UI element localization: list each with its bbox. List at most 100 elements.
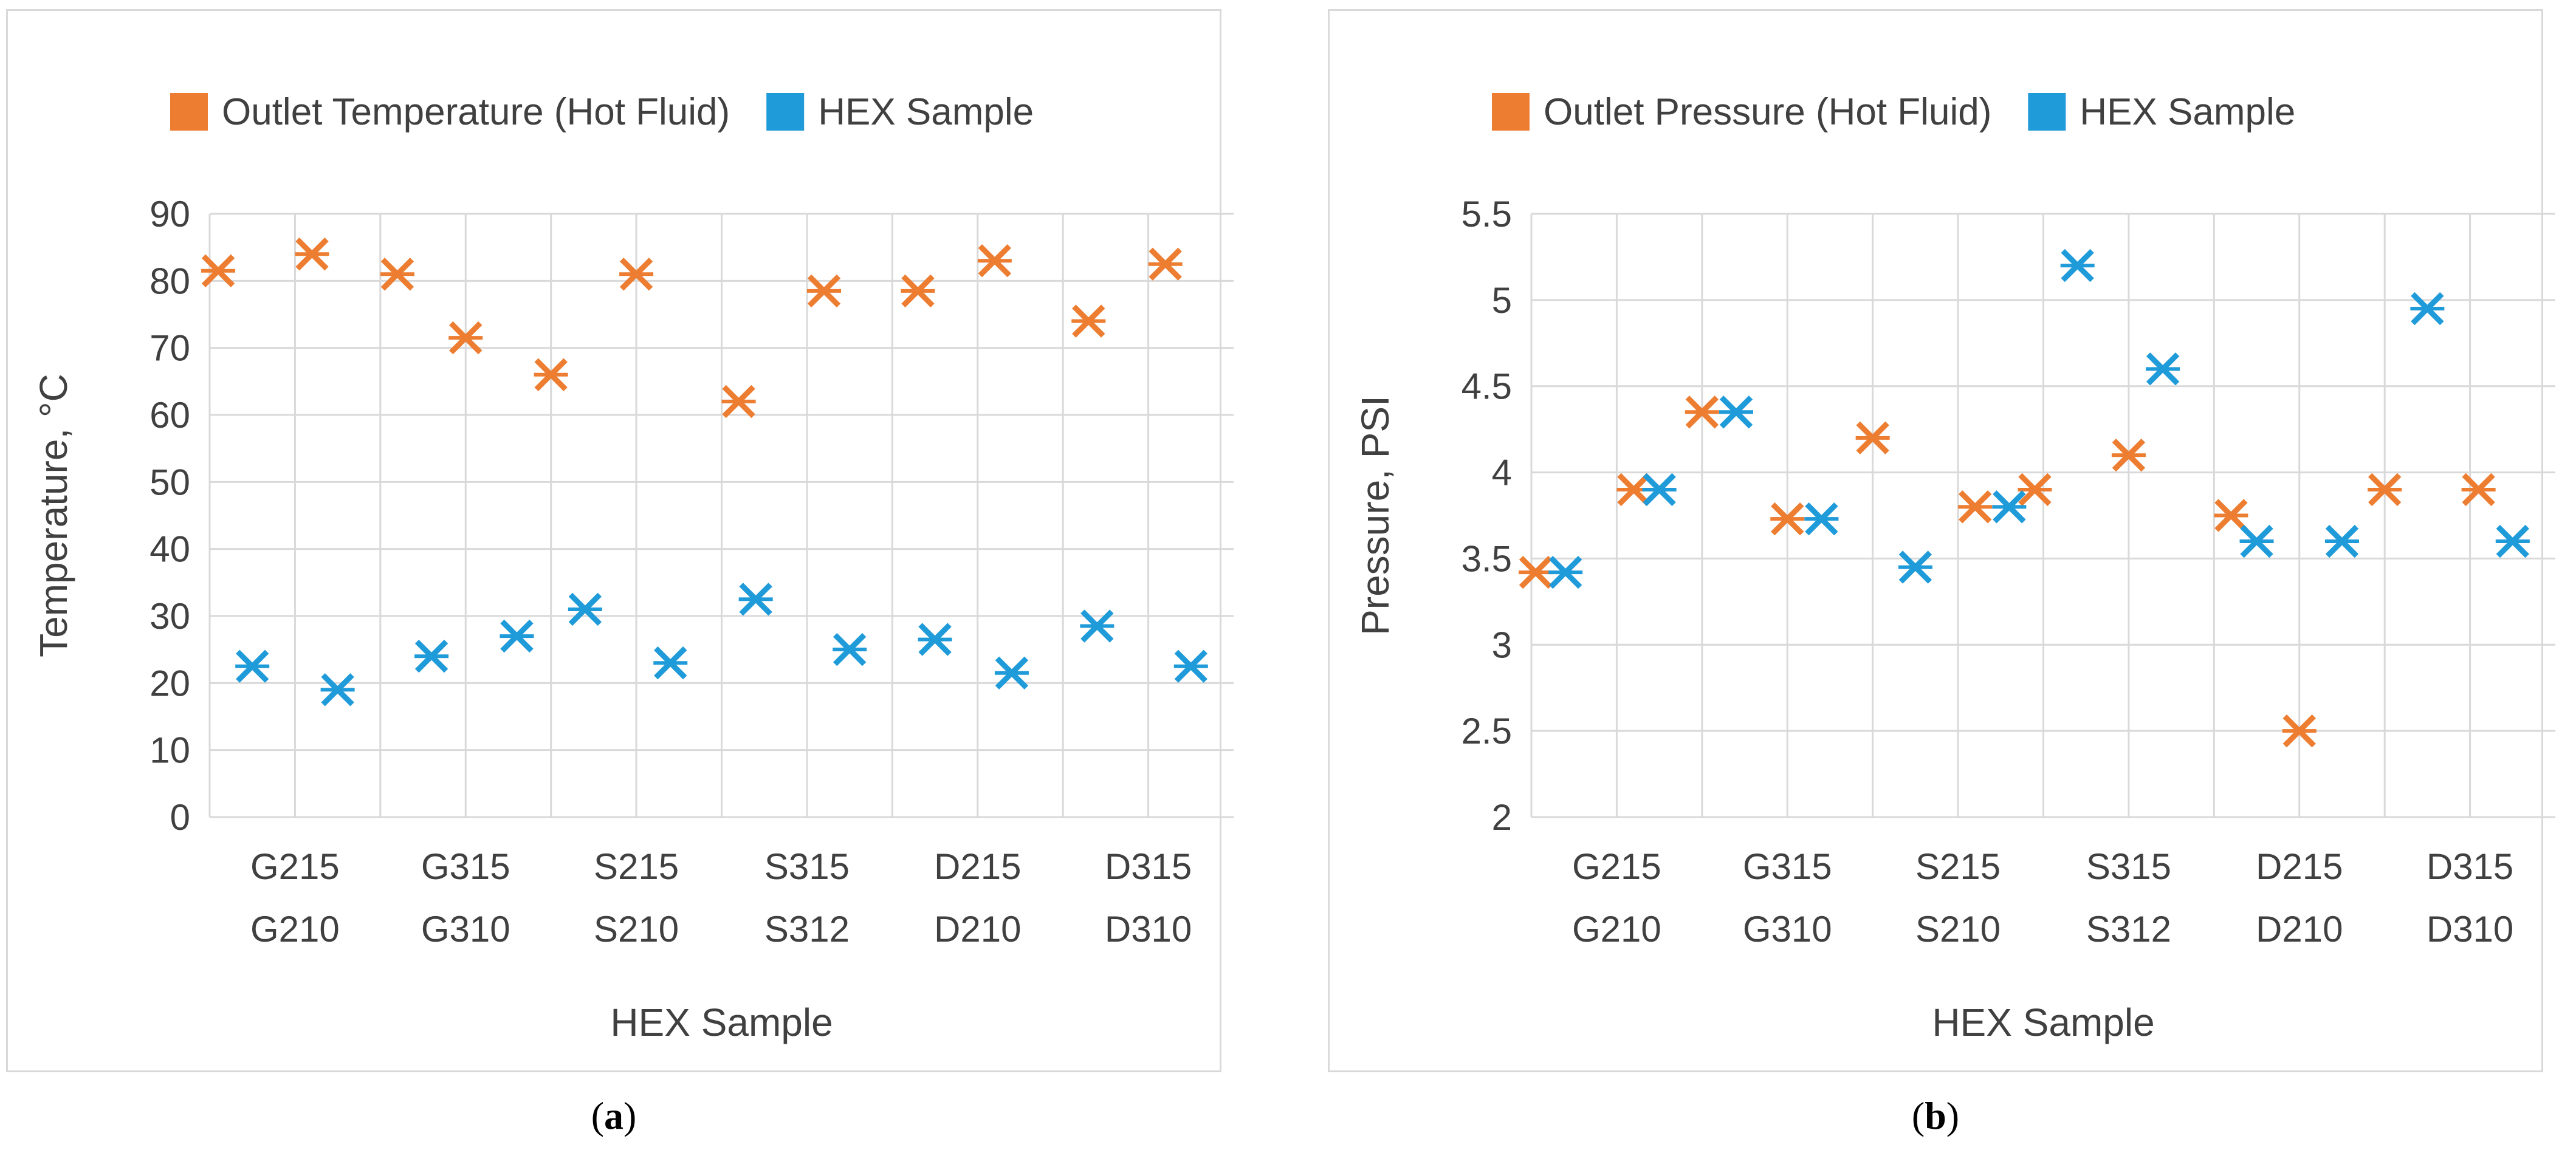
y-tick-label: 3.5 bbox=[1461, 538, 1512, 579]
legend-label: Outlet Temperature (Hot Fluid) bbox=[222, 91, 730, 133]
data-point bbox=[1804, 502, 1839, 536]
x-tick-label: D315 bbox=[2427, 846, 2513, 887]
data-point bbox=[201, 254, 236, 287]
x-tick-label: S315 bbox=[2086, 846, 2171, 887]
x-tick-label: D310 bbox=[2427, 909, 2513, 950]
data-point bbox=[2324, 524, 2359, 558]
y-tick-label: 70 bbox=[149, 328, 190, 369]
pressure-chart: Outlet Pressure (Hot Fluid) HEX Sample 2 2.… bbox=[1353, 91, 2555, 1044]
data-point bbox=[807, 274, 841, 308]
series-hex-sample bbox=[1548, 248, 2530, 589]
x-tick-label: S312 bbox=[764, 909, 850, 950]
y-tick-label: 50 bbox=[149, 462, 190, 502]
data-point bbox=[1519, 555, 1553, 589]
x-axis-ticks: G210 G215 G310 G315 S210 S215 S312 S315 D210 D215… bbox=[1572, 846, 2513, 950]
legend: Outlet Temperature (Hot Fluid) HEX Sample bbox=[170, 91, 1034, 133]
y-tick-label: 30 bbox=[149, 596, 190, 637]
data-point bbox=[977, 244, 1012, 278]
x-axis-title: HEX Sample bbox=[1932, 1001, 2154, 1044]
chart-panel-a: Outlet Temperature (Hot Fluid) HEX Sample… bbox=[0, 0, 1234, 1150]
data-point bbox=[235, 649, 270, 683]
data-point bbox=[2461, 473, 2496, 507]
x-axis-ticks: G210 G215 G310 G315 S210 S215 S312 S315 D210 D215… bbox=[250, 846, 1192, 950]
data-point bbox=[1855, 421, 1890, 455]
data-point bbox=[901, 274, 935, 308]
data-point bbox=[833, 632, 867, 666]
x-axis-title: HEX Sample bbox=[610, 1001, 833, 1044]
y-tick-label: 40 bbox=[149, 529, 190, 570]
data-point bbox=[448, 321, 483, 355]
data-point bbox=[1770, 502, 1805, 536]
y-tick-label: 20 bbox=[149, 663, 190, 703]
y-tick-label: 4 bbox=[1492, 453, 1512, 493]
legend: Outlet Pressure (Hot Fluid) HEX Sample bbox=[1492, 91, 2295, 133]
x-tick-label: D210 bbox=[934, 909, 1021, 950]
data-point bbox=[1898, 550, 1932, 584]
x-tick-label: G215 bbox=[250, 846, 340, 887]
data-point bbox=[1642, 473, 1677, 507]
legend-swatch bbox=[2028, 93, 2066, 131]
y-axis-ticks: 0 10 20 30 40 50 60 70 80 90 bbox=[149, 194, 190, 838]
y-tick-label: 2.5 bbox=[1461, 711, 1512, 751]
data-point bbox=[2146, 352, 2180, 386]
x-tick-label: S312 bbox=[2086, 909, 2171, 950]
legend-swatch bbox=[1492, 93, 1530, 131]
data-point bbox=[2060, 248, 2095, 282]
y-tick-label: 5.5 bbox=[1461, 194, 1512, 234]
y-tick-label: 4.5 bbox=[1461, 366, 1512, 407]
data-point bbox=[653, 646, 688, 680]
x-tick-label: S210 bbox=[594, 909, 679, 950]
caption-a: (a) bbox=[591, 1094, 637, 1137]
gridlines bbox=[1530, 213, 2555, 818]
data-point bbox=[1148, 247, 1183, 281]
legend-label: HEX Sample bbox=[2080, 91, 2295, 133]
x-tick-label: G215 bbox=[1572, 846, 1661, 887]
y-axis-ticks: 2 2.5 3 3.5 4 4.5 5 5.5 bbox=[1461, 194, 1512, 838]
data-point bbox=[1173, 649, 1208, 683]
legend-label: Outlet Pressure (Hot Fluid) bbox=[1544, 91, 1991, 133]
series-outlet bbox=[1519, 395, 2496, 748]
x-tick-label: G210 bbox=[1572, 909, 1661, 950]
y-tick-label: 3 bbox=[1492, 625, 1512, 665]
x-tick-label: D315 bbox=[1105, 846, 1192, 887]
legend-swatch bbox=[766, 93, 805, 131]
data-point bbox=[2495, 524, 2530, 558]
y-tick-label: 5 bbox=[1492, 280, 1512, 321]
y-tick-label: 10 bbox=[149, 730, 190, 771]
data-point bbox=[1080, 609, 1115, 643]
x-tick-label: S215 bbox=[1915, 846, 2001, 887]
data-point bbox=[1071, 304, 1106, 338]
y-tick-label: 2 bbox=[1492, 797, 1512, 838]
temperature-chart: Outlet Temperature (Hot Fluid) HEX Sample… bbox=[32, 91, 1234, 1044]
x-tick-label: D210 bbox=[2256, 909, 2343, 950]
data-point bbox=[619, 258, 654, 291]
data-point bbox=[2018, 473, 2052, 507]
x-tick-label: S215 bbox=[594, 846, 679, 887]
x-tick-label: D215 bbox=[2256, 846, 2343, 887]
x-tick-label: G310 bbox=[421, 909, 510, 950]
data-point bbox=[1548, 555, 1583, 589]
data-point bbox=[2410, 292, 2445, 326]
data-point bbox=[1719, 395, 1753, 429]
x-tick-label: G315 bbox=[421, 846, 510, 887]
chart-panel-b: Outlet Pressure (Hot Fluid) HEX Sample 2 2.… bbox=[1322, 0, 2555, 1150]
y-tick-label: 60 bbox=[149, 395, 190, 436]
data-point bbox=[2214, 499, 2248, 532]
gridlines bbox=[208, 213, 1234, 818]
data-point bbox=[2239, 524, 2274, 558]
caption-label: a bbox=[604, 1094, 623, 1137]
data-point bbox=[568, 592, 602, 626]
data-point bbox=[721, 385, 756, 419]
series-hex-sample bbox=[235, 583, 1208, 707]
chart-frame-a bbox=[6, 9, 1221, 1072]
data-point bbox=[2282, 714, 2317, 748]
y-axis-title: Pressure, PSI bbox=[1353, 395, 1397, 635]
data-point bbox=[500, 619, 534, 653]
y-tick-label: 80 bbox=[149, 261, 190, 301]
x-tick-label: S210 bbox=[1915, 909, 2001, 950]
legend-swatch bbox=[170, 93, 208, 131]
x-tick-label: G315 bbox=[1743, 846, 1832, 887]
caption-b: (b) bbox=[1911, 1094, 1960, 1137]
data-point bbox=[738, 583, 773, 616]
y-axis-title: Temperature, °C bbox=[32, 374, 75, 657]
